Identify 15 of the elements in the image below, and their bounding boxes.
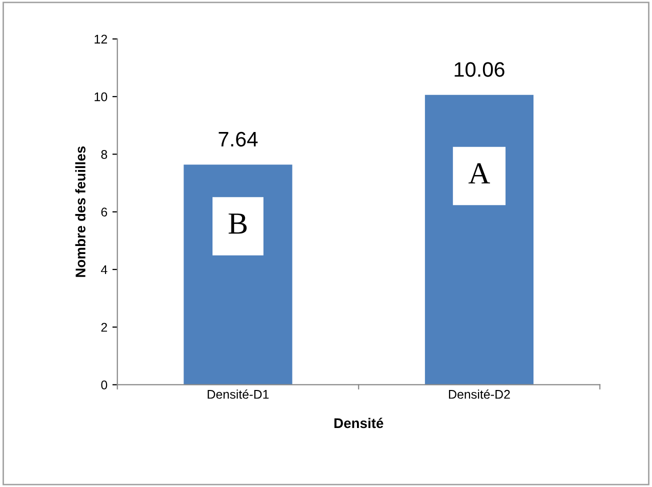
x-axis-title: Densité bbox=[334, 418, 384, 428]
y-tick-label: 12 bbox=[94, 34, 108, 44]
data-label: 7.64 bbox=[218, 132, 258, 147]
y-tick-label: 6 bbox=[101, 208, 108, 216]
annotation: B bbox=[228, 214, 247, 234]
x-tick-label: Densité-D1 bbox=[208, 389, 269, 399]
y-tick-label: 0 bbox=[101, 380, 108, 390]
y-tick-label: 4 bbox=[100, 265, 108, 274]
annotation: A bbox=[468, 163, 490, 184]
x-tick-label: Densité-D2 bbox=[448, 389, 510, 399]
y-axis-title: Nombre des feuilles bbox=[75, 146, 86, 277]
y-tick-label: 10 bbox=[94, 92, 108, 102]
data-label: 10.06 bbox=[454, 62, 504, 77]
y-tick-label: 2 bbox=[101, 322, 108, 332]
y-tick-label: 8 bbox=[101, 150, 108, 159]
